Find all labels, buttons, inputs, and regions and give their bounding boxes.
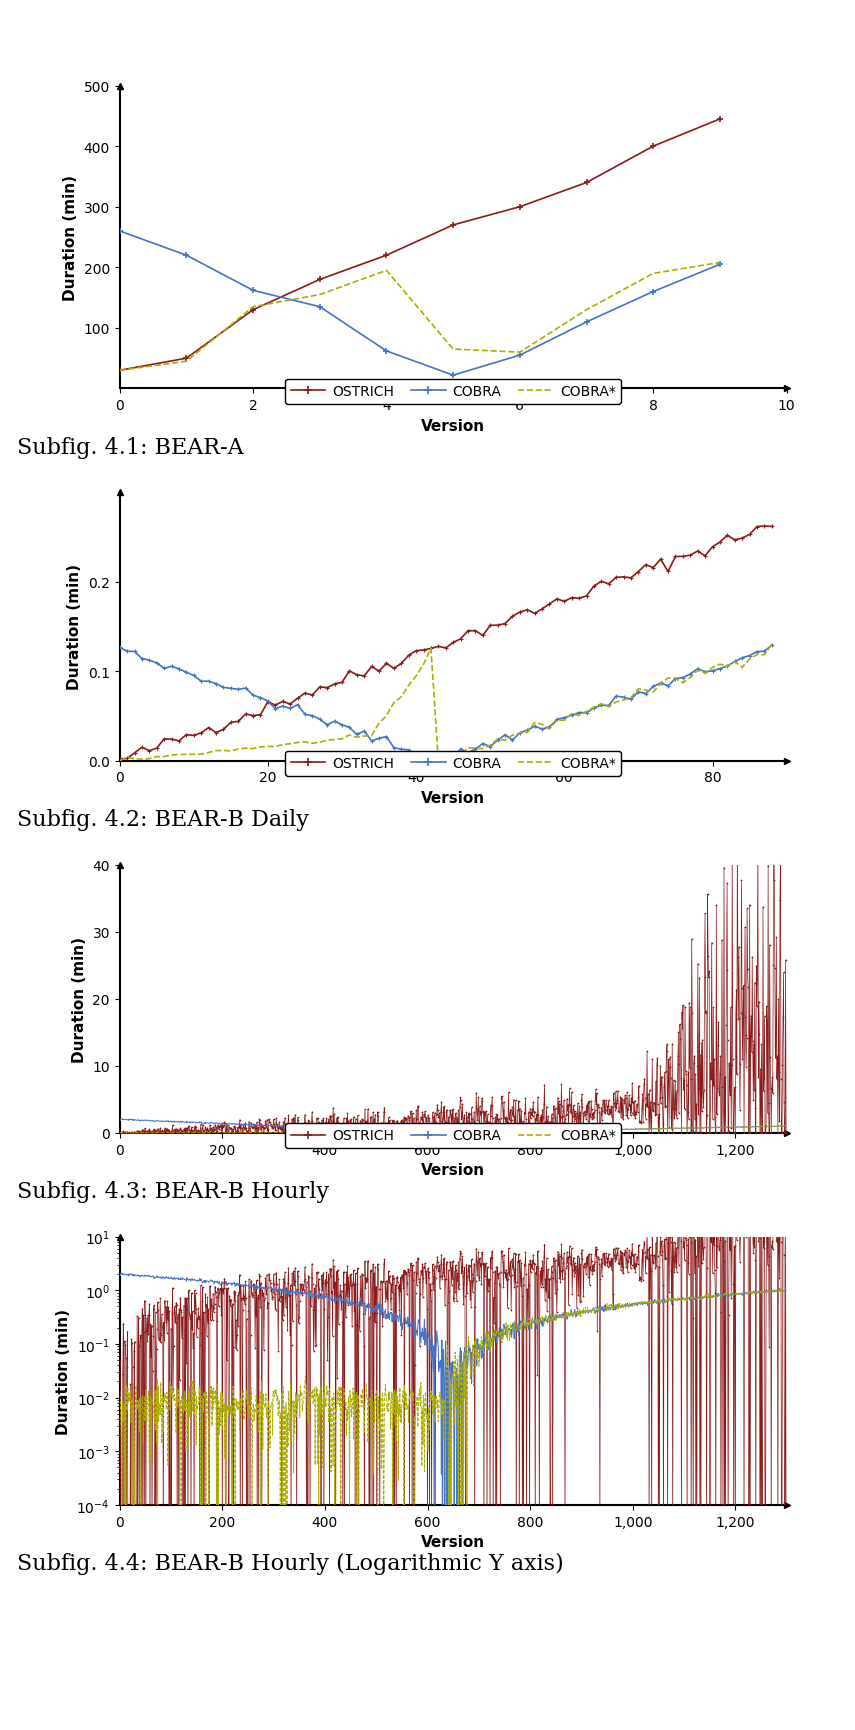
Text: Subfig. 4.1: BEAR-A: Subfig. 4.1: BEAR-A (17, 436, 244, 458)
X-axis label: Version: Version (422, 1163, 486, 1178)
Y-axis label: Duration (min): Duration (min) (68, 564, 82, 690)
Text: Subfig. 4.2: BEAR-B Daily: Subfig. 4.2: BEAR-B Daily (17, 808, 310, 830)
Text: Subfig. 4.4: BEAR-B Hourly (Logarithmic Y axis): Subfig. 4.4: BEAR-B Hourly (Logarithmic … (17, 1552, 563, 1574)
Y-axis label: Duration (min): Duration (min) (63, 175, 78, 301)
Legend: OSTRICH, COBRA, COBRA*: OSTRICH, COBRA, COBRA* (285, 1123, 622, 1149)
Y-axis label: Duration (min): Duration (min) (56, 1308, 71, 1434)
X-axis label: Version: Version (422, 1535, 486, 1550)
Legend: OSTRICH, COBRA, COBRA*: OSTRICH, COBRA, COBRA* (285, 751, 622, 777)
Y-axis label: Duration (min): Duration (min) (72, 936, 87, 1062)
X-axis label: Version: Version (422, 419, 486, 434)
X-axis label: Version: Version (422, 791, 486, 806)
Legend: OSTRICH, COBRA, COBRA*: OSTRICH, COBRA, COBRA* (285, 379, 622, 405)
Text: Subfig. 4.3: BEAR-B Hourly: Subfig. 4.3: BEAR-B Hourly (17, 1180, 329, 1202)
